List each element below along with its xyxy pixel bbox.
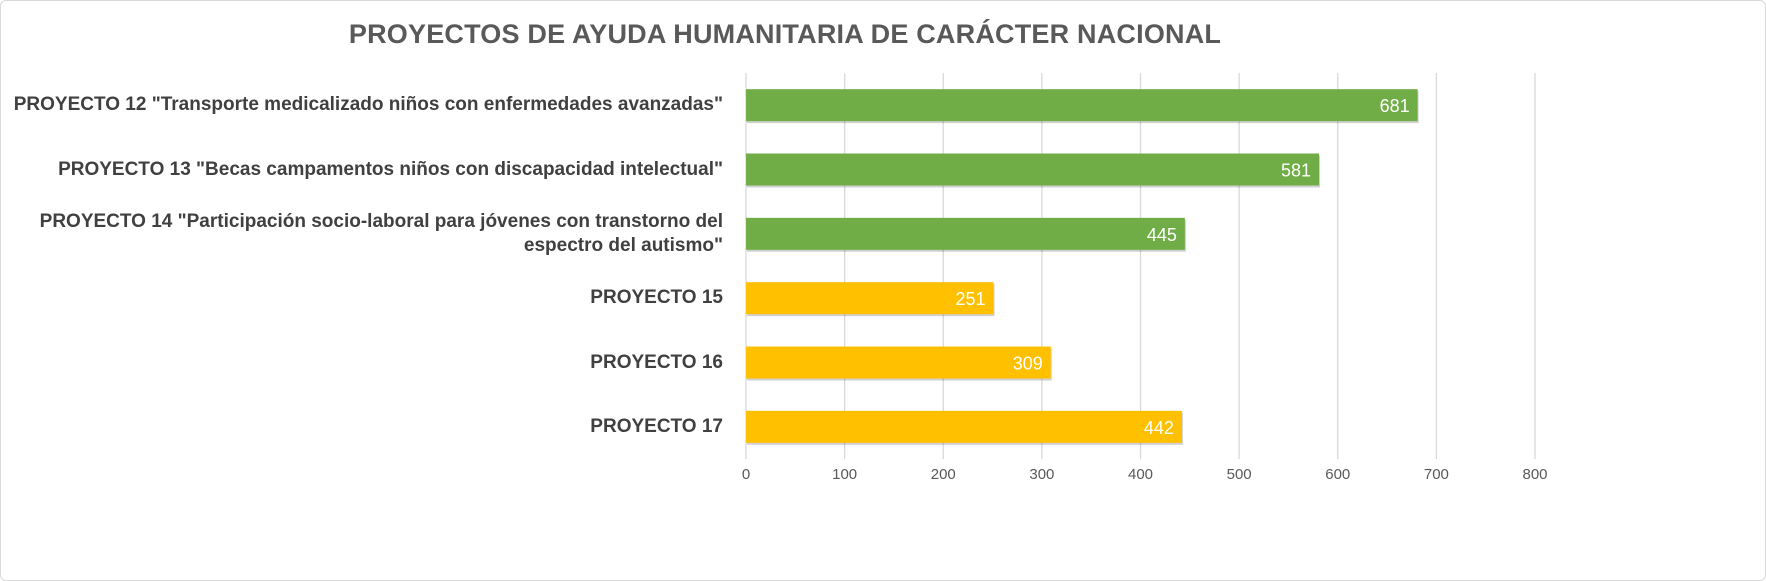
x-tick-label: 400: [1128, 466, 1153, 483]
data-label: 442: [1144, 418, 1174, 438]
chart-title: PROYECTOS DE AYUDA HUMANITARIA DE CARÁCT…: [348, 19, 1222, 49]
bar: [746, 153, 1320, 186]
data-label: 681: [1380, 96, 1410, 116]
data-label: 251: [956, 289, 986, 309]
data-label: 445: [1147, 225, 1177, 245]
x-tick-label: 800: [1522, 466, 1547, 483]
data-label: 581: [1281, 161, 1311, 181]
x-tick-label: 200: [931, 466, 956, 483]
x-tick-label: 100: [832, 466, 857, 483]
category-label: PROYECTO 14 "Participación socio-laboral…: [39, 210, 723, 256]
x-tick-label: 600: [1325, 466, 1350, 483]
category-label: PROYECTO 16: [590, 351, 723, 373]
bar: [746, 410, 1182, 443]
category-label: PROYECTO 12 "Transporte medicalizado niñ…: [13, 94, 723, 116]
x-tick-label: 700: [1424, 466, 1449, 483]
category-label: PROYECTO 17: [590, 415, 723, 437]
bar: [746, 346, 1051, 379]
x-tick-label: 500: [1227, 466, 1252, 483]
category-label: PROYECTO 15: [590, 287, 723, 309]
x-tick-label: 300: [1029, 466, 1054, 483]
category-label: PROYECTO 13 "Becas campamentos niños con…: [58, 158, 723, 180]
data-label: 309: [1013, 354, 1043, 374]
bar: [746, 282, 994, 315]
bar: [746, 89, 1418, 122]
bar: [746, 217, 1185, 250]
x-tick-label: 0: [742, 466, 750, 483]
